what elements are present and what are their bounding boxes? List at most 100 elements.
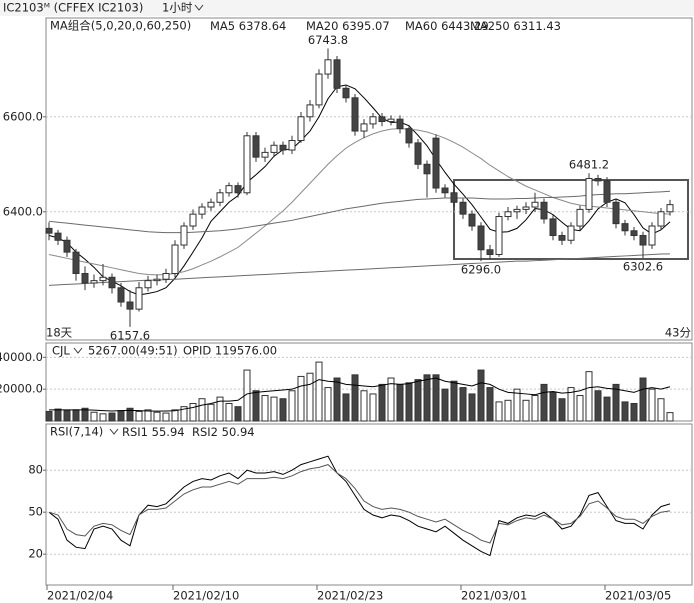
price-annotation: 6157.6 [110,328,150,342]
volume-bar [540,383,548,422]
volume-bar [117,410,125,422]
candle-body [495,216,503,256]
volume-bar [450,380,458,422]
candle-body [189,213,197,227]
legend-value: 6311.43 [513,19,561,33]
volume-bar [306,372,314,422]
candle-body [648,225,656,246]
candle-body [522,206,530,210]
candle-body [558,235,566,241]
volume-bar [666,412,674,422]
candle-body [207,201,215,208]
candle-body [333,59,341,89]
volume-bar [333,377,341,422]
ma-line [48,84,671,296]
volume-bar [90,411,98,422]
volume-bar [252,390,260,422]
volume-bar [648,388,656,422]
legend-name: RSI1 [122,425,148,439]
legend-entry: RSI1 55.94 [122,425,185,439]
candle-body [306,104,314,118]
candle-body [288,140,296,151]
dropdown-icon[interactable] [194,4,204,11]
volume-bar [126,407,134,422]
volume-title[interactable]: CJL [52,344,70,358]
x-tick-label: 2021/02/23 [317,589,383,603]
legend-value: 50.94 [222,425,255,439]
candle-body [225,185,233,194]
legend-entry: MA5 6378.64 [210,19,286,33]
candle-body [54,232,62,241]
candle-body [216,192,224,203]
header-bar [0,0,694,16]
y-tick-label: 6400.0 [3,204,43,218]
candle-body [270,144,278,153]
volume-bar [99,413,107,422]
candle-body [144,280,152,289]
candle-body [351,97,359,132]
dropdown-icon[interactable] [109,428,119,435]
price-annotation: 6481.2 [569,158,609,172]
volume-bar [162,412,170,422]
volume-bar [477,369,485,422]
candle-body [594,178,602,182]
candle-body [513,208,521,213]
volume-bar [558,398,566,422]
candle-body [81,273,89,284]
dropdown-icon[interactable] [73,347,83,354]
candle-body [504,211,512,218]
candle-body [576,208,584,227]
candle-body [549,218,557,237]
candle-body [441,187,449,194]
candle-body [315,73,323,106]
legend-entry: MA20 6395.07 [306,19,390,33]
candle-body [459,201,467,215]
candle-body [99,276,107,282]
indicator-title: MA组合(5,0,20,0,60,250) [50,19,191,33]
candle-body [126,301,134,310]
volume-bar [612,383,620,422]
x-tick-label: 2021/03/05 [605,589,671,603]
volume-bar [468,393,476,422]
price-annotation: 6296.0 [461,263,501,277]
candle-body [297,116,305,142]
volume-bar [315,361,323,422]
volume-bar [108,412,116,422]
candle-body [180,225,188,246]
candle-body [540,201,548,220]
volume-bar [63,410,71,422]
candle-body [387,118,395,123]
volume-bar [180,406,188,422]
note: 43分 [665,326,692,340]
candle-body [396,118,404,130]
candle-body [378,116,386,123]
candle-body [198,206,206,215]
candle-body [324,59,332,75]
price-annotation: 6743.8 [308,33,348,47]
candle-body [153,278,161,282]
volume-bar [621,401,629,422]
candle-body [162,273,170,280]
candle-body [405,128,413,144]
rsi-title[interactable]: RSI(7,14) [50,425,103,439]
x-tick-label: 2021/02/04 [47,589,113,603]
volume-bar [576,395,584,422]
volume-bar [261,395,269,422]
volume-bar [441,388,449,422]
volume-bar [270,396,278,422]
volume-bar [234,406,242,422]
ma-line [48,253,671,286]
opid: OPID 119576.00 [183,344,277,358]
volume-bar [585,371,593,422]
x-tick-label: 2021/02/10 [173,589,239,603]
legend-name: MA5 [210,19,235,33]
volume-bar [45,410,53,422]
candle-body [477,225,485,251]
legend-name: MA60 [405,19,437,33]
candle-body [603,180,611,203]
volume-bar [423,374,431,422]
period-selector[interactable]: 1小时 [162,1,193,15]
volume-bar [144,409,152,422]
volume-bar [603,396,611,422]
volume-bar [135,410,143,422]
